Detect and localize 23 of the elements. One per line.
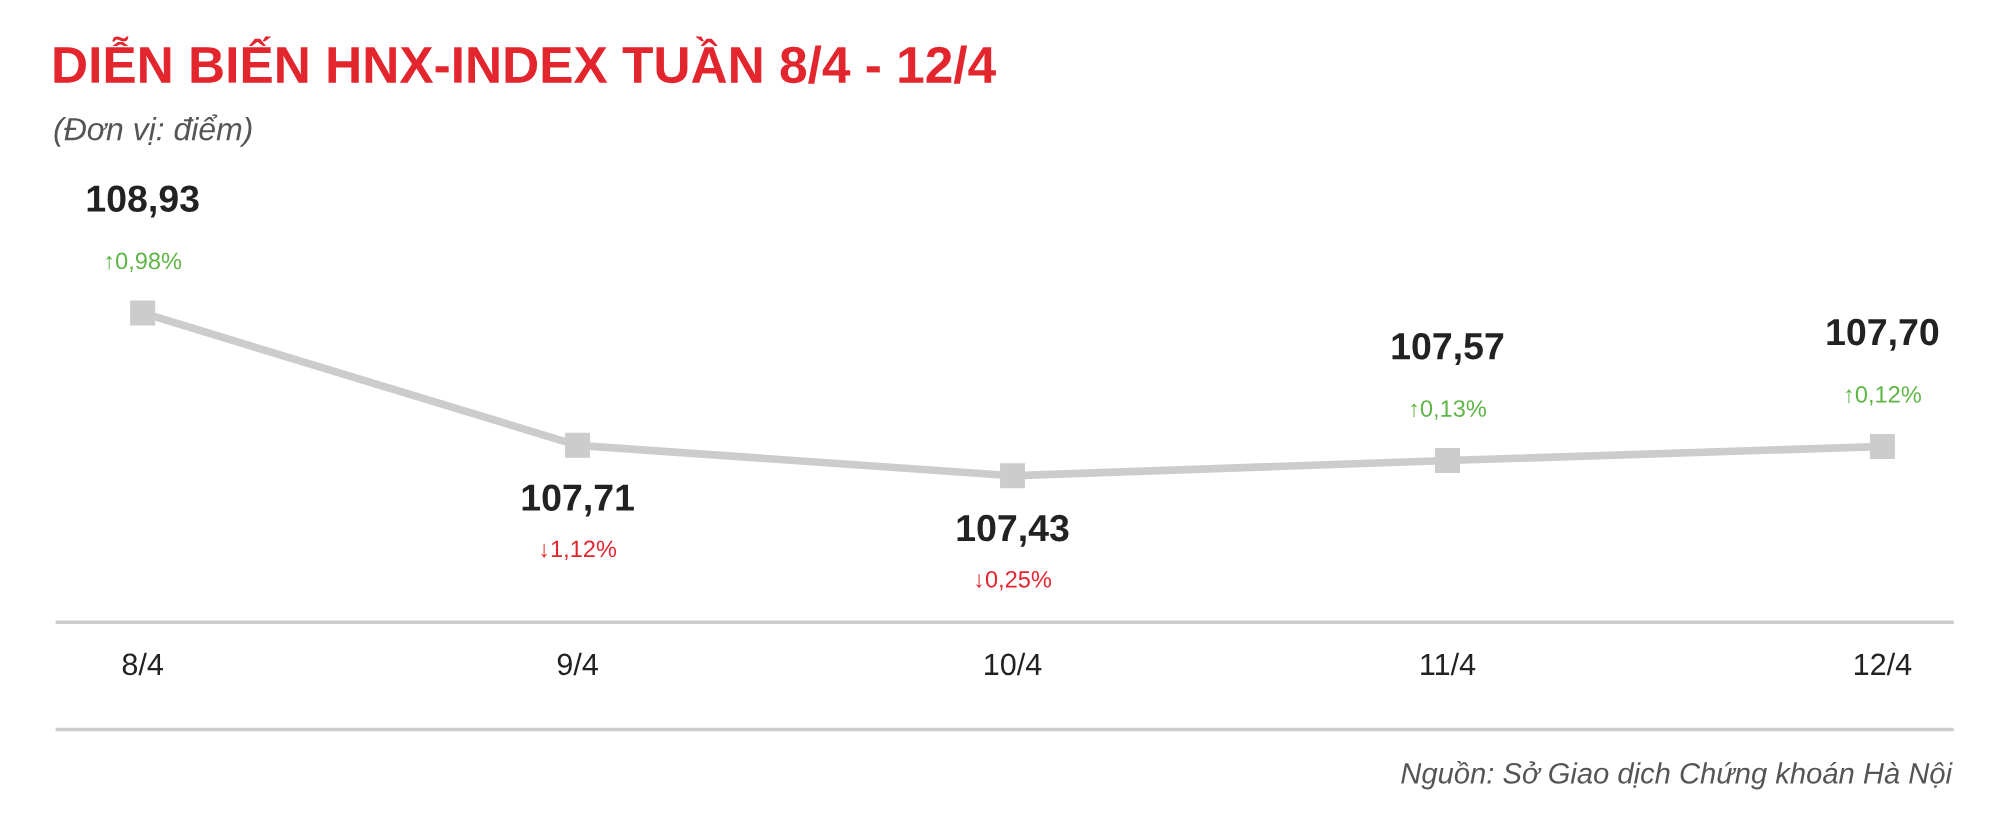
text: ↓1,12% — [541, 540, 617, 561]
text: ↑0,98% — [106, 252, 182, 273]
point — [1000, 463, 1026, 489]
data-label: 107,43 — [957, 514, 1069, 547]
point — [565, 432, 591, 458]
annotation: ↑0,13% — [1411, 400, 1487, 420]
x-tick-label: 9/4 — [557, 652, 598, 676]
data-label: 107,70 — [1827, 318, 1939, 351]
point — [1434, 448, 1460, 474]
chart-title: DIỄN BIẾN HNX-INDEX TUẦN 8/4 - 12/4 — [54, 36, 996, 84]
annotation: ↑0,12% — [1846, 386, 1921, 406]
x-tick-label: 12/4 — [1855, 652, 1912, 676]
data-label: 107,71 — [522, 484, 634, 517]
data-label: 107,57 — [1392, 332, 1504, 365]
x-tick-label: 11/4 — [1421, 652, 1476, 676]
point — [130, 300, 156, 326]
x-tick-label: 10/4 — [985, 652, 1042, 676]
point — [1869, 433, 1895, 459]
data-label: 108,93 — [87, 185, 199, 218]
chart-subtitle: (Đơn vị: điểm) — [54, 114, 252, 147]
text: Nguồn: Sở Giao dịch Chứng khoán Hà Nội — [1401, 760, 1953, 790]
text: ↓0,25% — [976, 570, 1052, 591]
x-tick-label: 8/4 — [122, 652, 163, 676]
